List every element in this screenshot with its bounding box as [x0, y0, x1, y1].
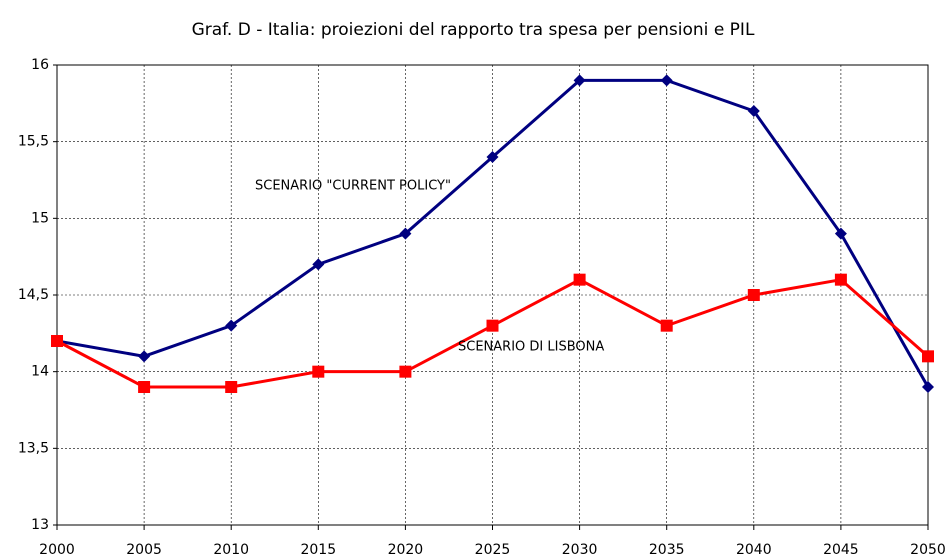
x-tick-label: 2040 — [736, 542, 772, 558]
x-tick-label: 2015 — [300, 542, 336, 558]
marker — [922, 350, 934, 363]
series-annotation: SCENARIO DI LISBONA — [458, 340, 604, 355]
x-tick-label: 2000 — [39, 542, 75, 558]
marker — [834, 227, 847, 240]
y-tick-label: 13 — [31, 517, 49, 533]
marker — [51, 335, 63, 347]
x-tick-label: 2020 — [388, 542, 424, 558]
marker — [312, 365, 325, 378]
marker — [747, 105, 760, 117]
marker — [573, 273, 586, 286]
x-tick-label: 2025 — [475, 542, 511, 558]
marker — [660, 319, 673, 332]
marker — [747, 289, 760, 301]
x-tick-label: 2030 — [562, 542, 598, 558]
marker — [573, 74, 586, 87]
y-tick-label: 14 — [31, 364, 49, 380]
marker — [225, 319, 238, 332]
y-tick-label: 16 — [31, 57, 49, 73]
x-tick-label: 2010 — [213, 542, 249, 558]
marker — [138, 381, 151, 393]
plot-frame — [56, 64, 929, 526]
y-tick-label: 14,5 — [18, 287, 49, 303]
marker — [834, 273, 847, 286]
marker — [399, 227, 412, 240]
marker — [312, 258, 325, 271]
marker — [225, 381, 238, 393]
marker — [486, 151, 499, 163]
x-tick-label: 2035 — [649, 542, 685, 558]
marker — [486, 319, 499, 332]
x-tick-label: 2045 — [823, 542, 859, 558]
x-tick-label: 2050 — [910, 542, 946, 558]
x-tick-label: 2005 — [126, 542, 162, 558]
marker — [399, 365, 412, 378]
marker — [138, 350, 151, 363]
marker — [660, 74, 673, 87]
marker — [922, 381, 934, 393]
y-tick-label: 15,5 — [18, 134, 49, 150]
chart-title: Graf. D - Italia: proiezioni del rapport… — [192, 20, 755, 40]
series-annotation: SCENARIO "CURRENT POLICY" — [255, 179, 451, 194]
y-tick-label: 13,5 — [18, 440, 49, 456]
y-tick-label: 15 — [31, 210, 49, 226]
